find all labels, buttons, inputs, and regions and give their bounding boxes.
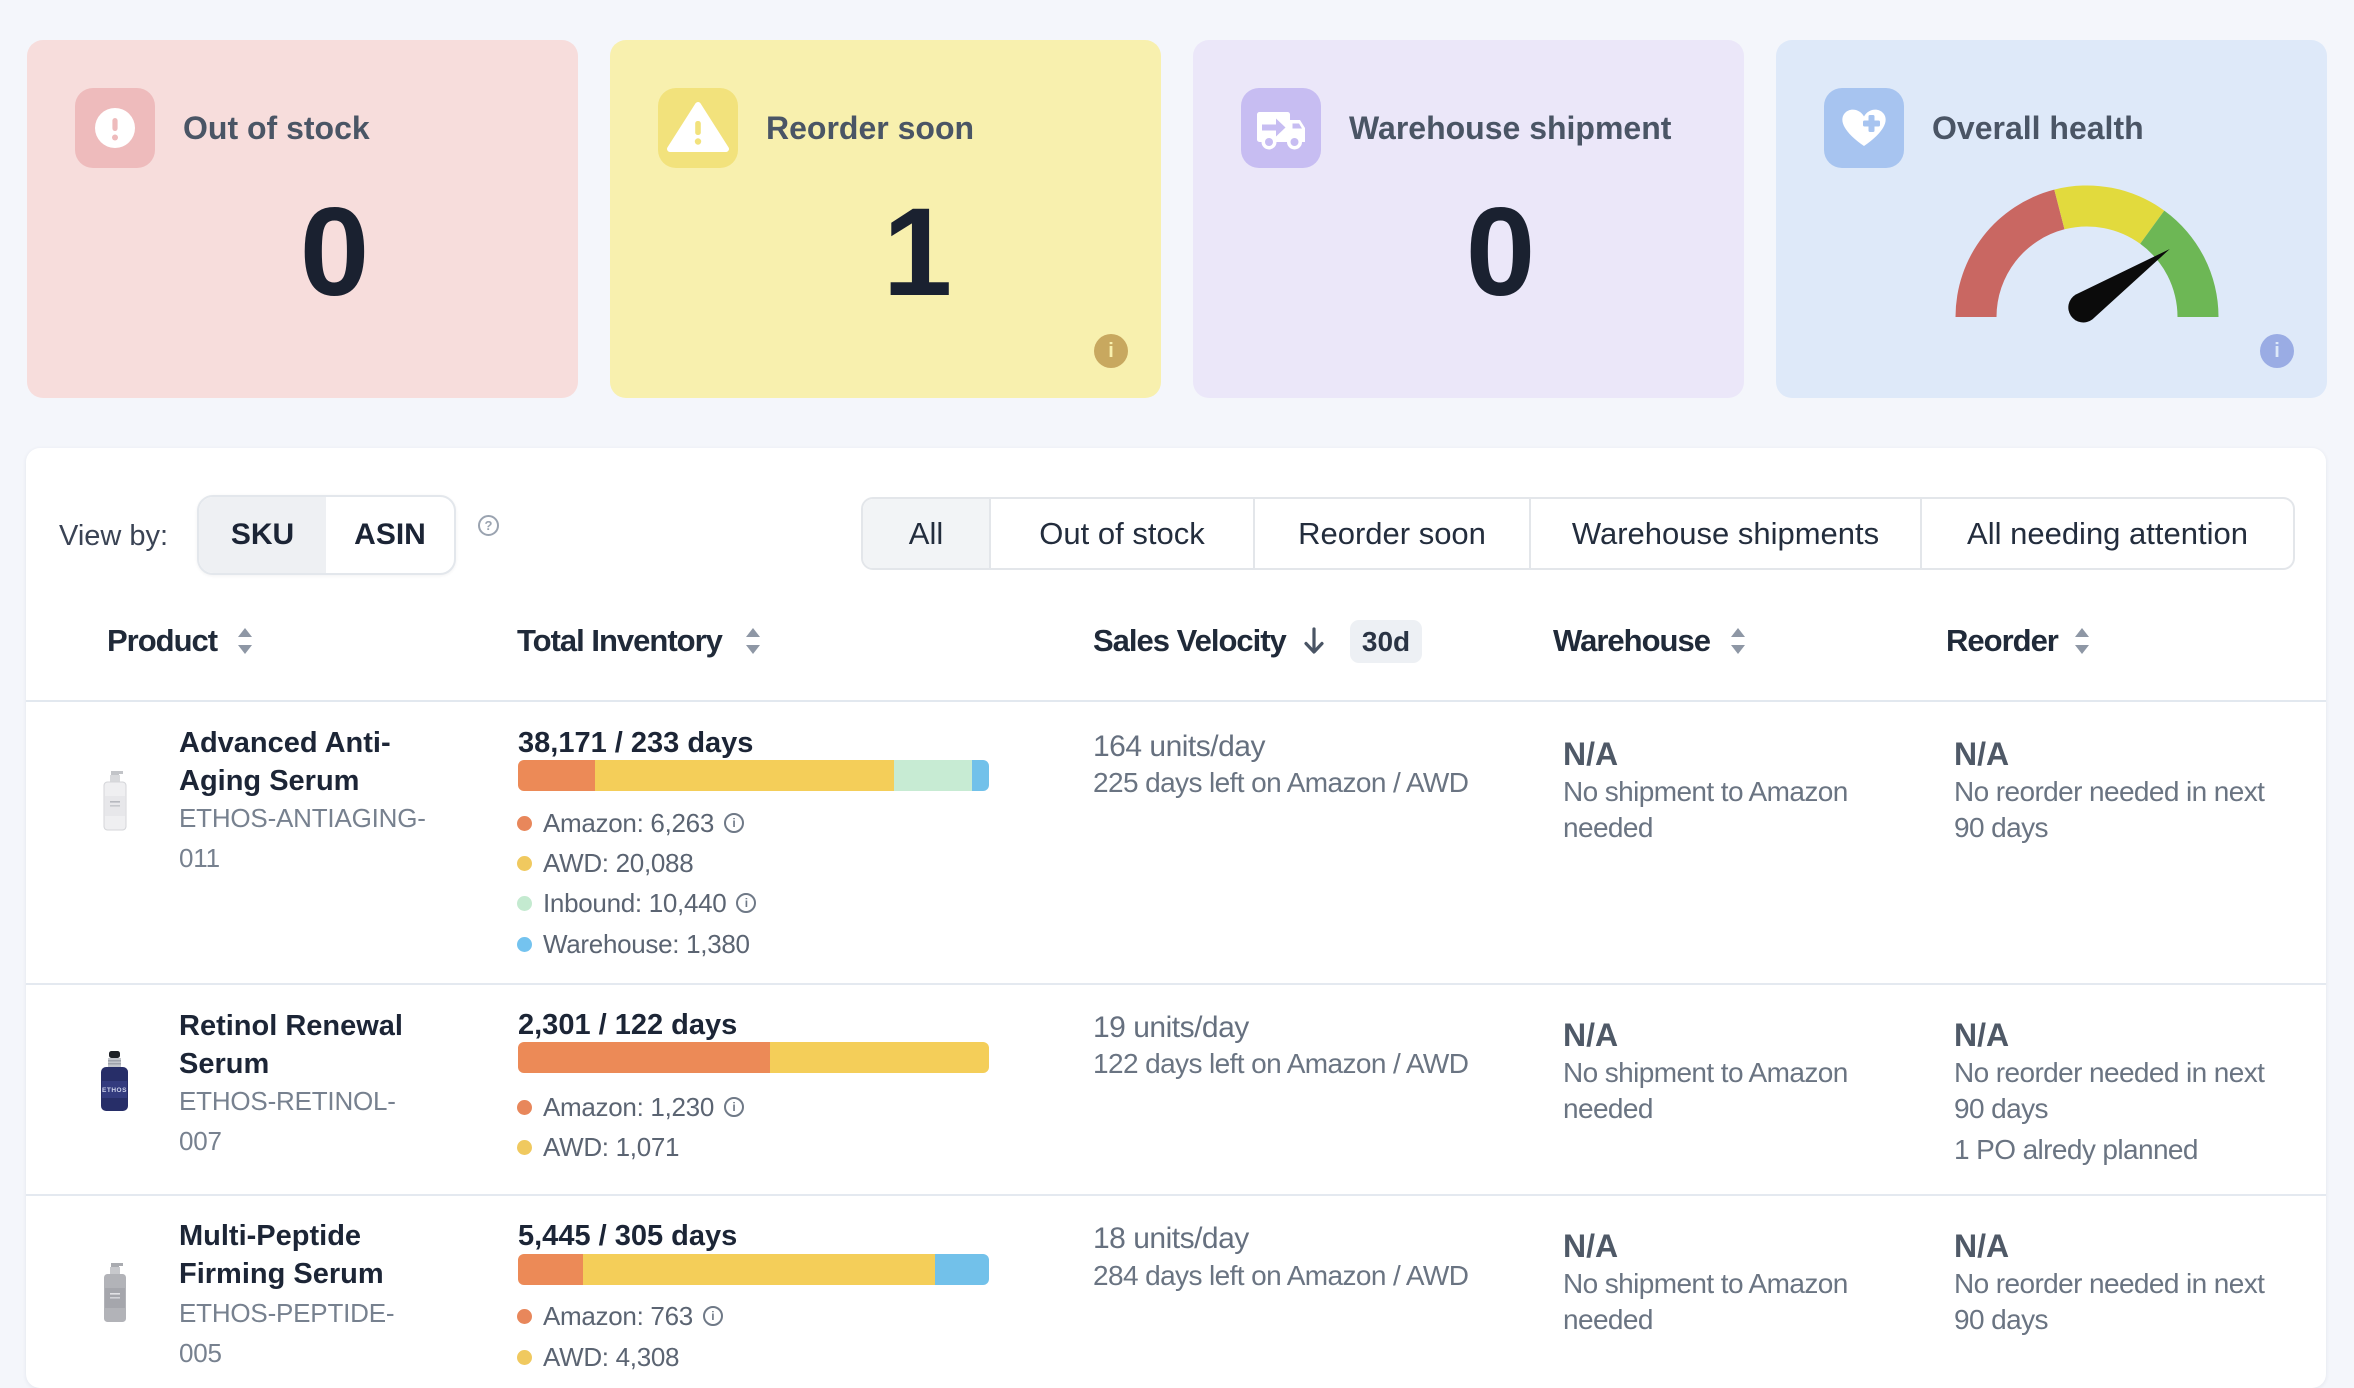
- svg-text:ETHOS: ETHOS: [102, 1087, 127, 1094]
